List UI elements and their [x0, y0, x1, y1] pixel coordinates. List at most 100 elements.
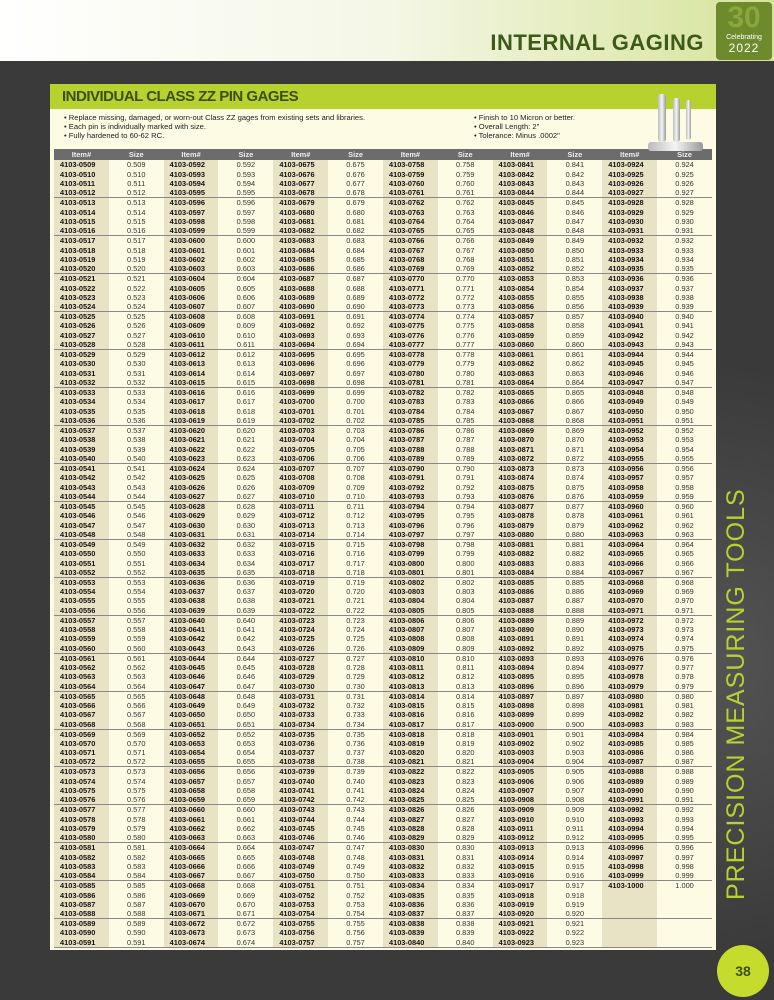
- feature: Finish to 10 Micron or better.: [474, 113, 575, 122]
- size: 0.947: [675, 378, 694, 388]
- size: 0.960: [657, 500, 712, 511]
- item-number: 4103-0601: [163, 245, 219, 255]
- item-number: 4103-0908: [492, 795, 548, 805]
- size: 0.587: [126, 899, 146, 909]
- table-row: 4103-0577 0.577 4103-0660 0.660 4103-0743 0.7…: [54, 804, 712, 815]
- table-row: 4103-0569 0.569 4103-0652 0.652 4103-0735 0.7…: [54, 728, 712, 739]
- item-number: 4103-0935: [602, 264, 658, 274]
- table-row: 4103-0591 0.591 4103-0674 0.674 4103-0757 0.7…: [54, 937, 712, 948]
- item-number: 4103-0872: [492, 453, 548, 464]
- item-number: 4103-0627: [163, 491, 219, 502]
- size: 0.730: [346, 681, 365, 691]
- size: 0.912: [565, 833, 585, 843]
- item-number: 4103-0721: [273, 596, 329, 606]
- item-number: 4103-0970: [602, 596, 658, 606]
- item-number: 4103-0580: [54, 833, 109, 843]
- size: [657, 909, 712, 919]
- size: 0.674: [218, 937, 274, 948]
- size: 0.703: [328, 425, 383, 436]
- item-number: 4103-0599: [163, 226, 219, 236]
- item-number: 4103-0513: [54, 197, 109, 208]
- item-number: 4103-0759: [382, 169, 438, 179]
- item-number: 4103-0602: [163, 254, 219, 265]
- item-number: 4103-0923: [492, 937, 548, 948]
- item-number: 4103-0636: [163, 576, 219, 587]
- size: 0.660: [218, 804, 274, 815]
- size: 0.887: [565, 596, 585, 606]
- item-number: 4103-0521: [54, 273, 109, 284]
- size: 0.739: [328, 766, 383, 777]
- size: 0.852: [565, 264, 585, 274]
- table-row: 4103-0509 0.509 4103-0592 0.592 4103-0675 0.6…: [54, 160, 712, 170]
- size: 0.511: [127, 179, 146, 189]
- size: 0.667: [236, 871, 256, 881]
- item-number: 4103-0597: [163, 207, 219, 217]
- size: 0.965: [675, 549, 694, 559]
- item-number: 4103-0822: [382, 766, 438, 777]
- item-number: 4103-0656: [163, 766, 219, 777]
- size: 0.561: [108, 652, 164, 663]
- size: 0.827: [455, 814, 475, 824]
- item-number: 4103-0619: [163, 416, 219, 426]
- size: 0.787: [455, 435, 475, 445]
- size: 0.695: [328, 349, 383, 360]
- size: 0.528: [126, 340, 146, 350]
- item-number: 4103-0577: [54, 804, 109, 815]
- size: 0.923: [547, 937, 603, 948]
- table-row: 4103-0511 0.511 4103-0594 0.594 4103-0677 0.6…: [54, 178, 712, 189]
- item-number: 4103-0606: [163, 292, 219, 303]
- table-row: 4103-0510 0.510 4103-0593 0.593 4103-0676 0.6…: [54, 169, 712, 179]
- item-number: 4103-0841: [492, 160, 548, 170]
- item-number: 4103-0847: [492, 216, 548, 227]
- item-number: 4103-0649: [163, 700, 219, 711]
- item-number: 4103-0986: [602, 748, 658, 758]
- size: 0.645: [236, 662, 256, 672]
- item-number: 4103-0647: [163, 681, 219, 692]
- size: 0.785: [455, 416, 475, 426]
- size: 0.924: [675, 160, 694, 170]
- size: 0.567: [126, 710, 146, 720]
- item-number: 4103-0697: [273, 368, 329, 379]
- size: 0.701: [346, 406, 365, 416]
- item-number: 4103-0692: [273, 321, 329, 331]
- size: 0.764: [455, 217, 475, 227]
- size: 0.635: [236, 567, 256, 577]
- size: 0.628: [218, 500, 274, 511]
- size: 0.638: [236, 596, 256, 606]
- item-number: 4103-0879: [492, 520, 548, 530]
- item-number: 4103-0768: [382, 254, 438, 265]
- size: 0.959: [675, 491, 694, 501]
- size: 0.689: [346, 292, 365, 302]
- item-number: 4103-0772: [382, 292, 438, 303]
- size: 0.955: [675, 453, 694, 463]
- size: 0.981: [675, 700, 694, 710]
- table-header: Item# Size Item# Size Item# Size Item# Size Item…: [54, 149, 712, 160]
- size: 0.572: [126, 757, 146, 767]
- size: 0.699: [328, 387, 383, 398]
- size: 0.626: [236, 482, 256, 492]
- table-row: 4103-0567 0.567 4103-0650 0.650 4103-0733 0.7…: [54, 710, 712, 720]
- table-row: 4103-0585 0.585 4103-0668 0.668 4103-0751 0.7…: [54, 880, 712, 891]
- item-number: 4103-0891: [492, 634, 548, 644]
- item-number: 4103-0509: [54, 160, 109, 170]
- item-number: 4103-0693: [273, 330, 329, 341]
- item-number: 4103-0616: [163, 387, 219, 398]
- item-number: 4103-0871: [492, 444, 548, 454]
- size: 0.843: [565, 179, 585, 189]
- item-number: 4103-0930: [602, 216, 658, 227]
- table-row: 4103-0554 0.554 4103-0637 0.637 4103-0720 0.7…: [54, 586, 712, 597]
- size: 0.585: [108, 880, 164, 891]
- size: 0.967: [675, 567, 694, 577]
- item-number: 4103-0785: [382, 416, 438, 426]
- size: 0.726: [346, 643, 365, 653]
- item-number: 4103-0777: [382, 340, 438, 350]
- size: 0.516: [126, 226, 146, 236]
- size: 0.556: [126, 605, 146, 615]
- size: 0.880: [565, 529, 585, 539]
- size: [657, 937, 712, 948]
- size: 0.837: [455, 909, 475, 919]
- size: 0.669: [236, 890, 256, 900]
- size: 0.950: [675, 406, 694, 416]
- item-number: 4103-0858: [492, 321, 548, 331]
- item-number: 4103-0857: [492, 311, 548, 322]
